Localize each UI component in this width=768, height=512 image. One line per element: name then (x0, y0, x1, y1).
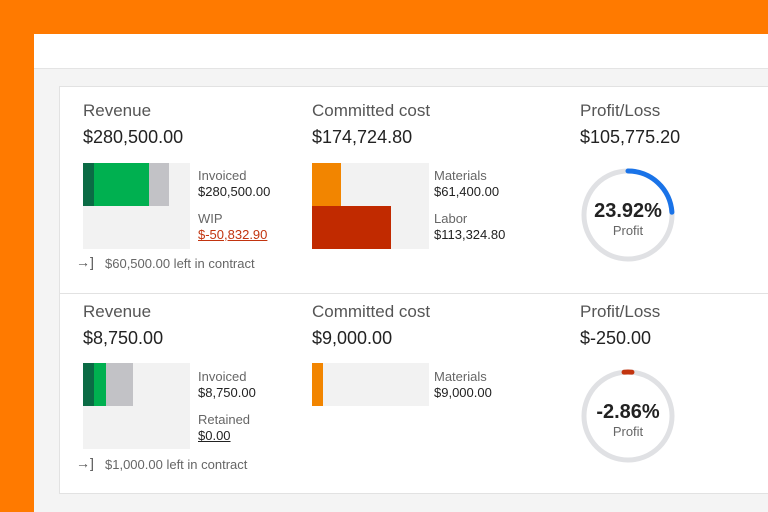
committed-amount: $9,000.00 (312, 328, 393, 348)
profit-title: Profit/Loss (580, 101, 661, 120)
enter-arrow-icon: →] (76, 254, 94, 270)
left-in-contract: $60,500.00 left in contract (105, 256, 255, 271)
committed-title: Committed cost (312, 302, 431, 321)
invoiced-label: Invoiced (198, 168, 247, 183)
revenue-bar-wip (149, 163, 169, 206)
materials-value: $61,400.00 (434, 184, 500, 199)
wip-value-link[interactable]: $-50,832.90 (198, 227, 268, 242)
ring-progress-arc (581, 168, 675, 262)
materials-bar (312, 163, 341, 206)
materials-value: $9,000.00 (434, 385, 492, 400)
wip-label: WIP (198, 211, 223, 226)
revenue-bar-paid (83, 163, 94, 206)
enter-arrow-icon: →] (76, 455, 94, 471)
materials-label: Materials (434, 369, 487, 384)
ring-progress-arc (581, 369, 675, 463)
profit-ring-chart (581, 168, 675, 262)
revenue-amount: $8,750.00 (83, 328, 164, 348)
revenue-bar-invoiced (94, 363, 106, 406)
revenue-title: Revenue (83, 101, 152, 120)
profit-amount: $-250.00 (580, 328, 652, 348)
materials-label: Materials (434, 168, 487, 183)
left-in-contract: $1,000.00 left in contract (105, 457, 248, 472)
committed-amount: $174,724.80 (312, 127, 413, 147)
materials-bar (312, 363, 323, 406)
financial-summary-card-1: Revenue $280,500.00 Invoiced $280,500.00… (59, 86, 768, 294)
profit-label: Profit (612, 223, 644, 238)
profit-percent: -2.86% (596, 401, 660, 423)
revenue-bar-remaining (106, 363, 133, 406)
revenue-title: Revenue (83, 302, 152, 321)
financial-summary-card-2: Revenue $8,750.00 Invoiced $8,750.00 Ret… (59, 293, 768, 494)
labor-label: Labor (434, 211, 468, 226)
labor-value: $113,324.80 (434, 227, 506, 242)
committed-title: Committed cost (312, 101, 431, 120)
invoiced-value: $280,500.00 (198, 184, 271, 199)
invoiced-label: Invoiced (198, 369, 247, 384)
revenue-bar-chart (83, 363, 190, 449)
retained-label: Retained (198, 412, 251, 427)
profit-label: Profit (612, 424, 644, 439)
invoiced-value: $8,750.00 (198, 385, 256, 400)
profit-amount: $105,775.20 (580, 127, 681, 147)
revenue-bar-paid (83, 363, 94, 406)
profit-title: Profit/Loss (580, 302, 661, 321)
revenue-bar-invoiced (94, 163, 149, 206)
revenue-amount: $280,500.00 (83, 127, 184, 147)
committed-bar-chart (312, 363, 429, 406)
retained-value-link[interactable]: $0.00 (198, 428, 231, 443)
profit-percent: 23.92% (594, 200, 662, 222)
revenue-bar-chart (83, 163, 190, 249)
labor-bar (312, 206, 391, 249)
committed-bar-chart (312, 163, 429, 249)
profit-ring-chart (581, 369, 675, 463)
